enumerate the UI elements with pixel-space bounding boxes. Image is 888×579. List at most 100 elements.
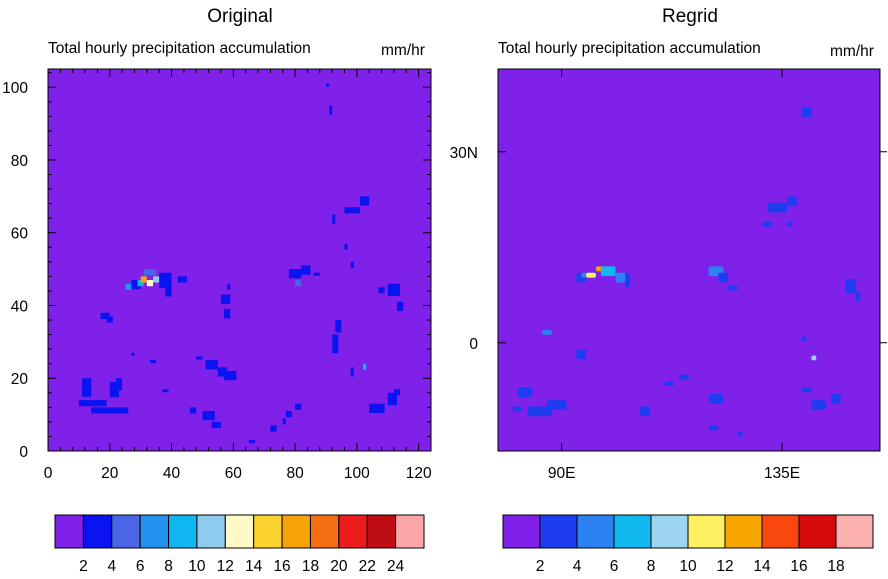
- right-colorbar-label-7: 16: [790, 558, 807, 575]
- left-precip-cell-29: [387, 283, 401, 297]
- left-colorbar-swatch-1: [82, 514, 113, 549]
- left-precip-cell-32: [335, 320, 342, 333]
- left-precip-cell-5: [131, 280, 141, 290]
- left-precip-cell-45: [190, 407, 197, 414]
- left-heatmap-panel: 0 20 40 60 80 100 120 0 20 40 60 80 100: [2, 68, 432, 482]
- left-colorbar-swatch-7: [253, 514, 283, 549]
- left-precip-cell-28: [350, 261, 354, 268]
- left-precip-cell-46: [248, 440, 255, 444]
- right-panel-subtitle: Total hourly precipitation accumulation: [498, 40, 761, 57]
- left-colorbar-swatch-2: [111, 514, 141, 549]
- right-precip-cell-31: [801, 107, 812, 117]
- right-colorbar-swatch-7: [761, 514, 800, 549]
- right-precip-cell-21: [831, 393, 841, 404]
- left-precip-cell-34: [363, 363, 367, 370]
- right-precip-cell-30: [737, 431, 743, 437]
- left-precip-cell-54: [325, 83, 330, 87]
- right-panel-title: Regrid: [662, 6, 718, 27]
- left-precip-cell-0: [78, 400, 107, 407]
- left-precip-cell-8: [146, 280, 154, 287]
- right-colorbar-label-5: 12: [716, 558, 733, 575]
- left-precip-cell-53: [131, 352, 135, 356]
- left-precip-cell-22: [313, 272, 320, 276]
- left-precip-cell-41: [224, 370, 237, 381]
- right-colorbar-swatch-9: [835, 514, 874, 549]
- right-precip-cell-6: [625, 272, 631, 288]
- right-colorbar-label-8: 18: [827, 558, 844, 575]
- left-colorbar-swatch-10: [338, 514, 368, 549]
- left-colorbar-swatch-8: [281, 514, 311, 549]
- right-precip-cell-17: [786, 196, 797, 207]
- left-precip-cell-6: [137, 280, 144, 287]
- right-colorbar-swatch-1: [539, 514, 578, 549]
- left-precip-cell-10: [159, 272, 172, 289]
- left-y-tick-label-4: 80: [11, 153, 29, 170]
- right-colorbar-label-1: 4: [573, 558, 582, 575]
- right-colorbar-swatch-5: [687, 514, 726, 549]
- right-precip-cell-11: [546, 400, 567, 410]
- right-field-background: [498, 69, 880, 451]
- left-precip-cell-26: [332, 214, 336, 224]
- left-precip-cell-44: [211, 421, 221, 429]
- right-precip-cell-22: [801, 387, 812, 393]
- right-colorbar-label-3: 8: [647, 558, 656, 575]
- left-precip-cell-18: [224, 309, 231, 319]
- left-colorbar: 2 4 6 8 10 12 14 16 18 20 22 24: [54, 514, 425, 575]
- left-panel-title: Original: [207, 6, 272, 27]
- left-precip-cell-1: [81, 378, 92, 397]
- right-precip-cell-10: [527, 406, 552, 417]
- left-precip-cell-52: [162, 389, 169, 393]
- left-y-tick-label-3: 60: [11, 226, 29, 243]
- left-colorbar-swatch-6: [224, 514, 255, 549]
- left-colorbar-label-8: 18: [302, 558, 319, 575]
- right-precip-cell-18: [845, 279, 856, 294]
- right-colorbar-label-0: 2: [536, 558, 545, 575]
- left-precip-cell-16: [106, 316, 113, 323]
- left-colorbar-swatch-11: [366, 514, 397, 549]
- left-precip-cell-4: [115, 378, 123, 391]
- right-x-tick-label-0: 90E: [548, 465, 576, 482]
- left-plot-frame: [47, 68, 432, 452]
- left-precip-cell-13: [177, 276, 187, 283]
- left-panel-subtitle: Total hourly precipitation accumulation: [48, 40, 311, 57]
- left-y-tick-label-5: 100: [2, 80, 28, 97]
- right-colorbar: 2 4 6 8 10 12 14 16 18: [502, 514, 874, 575]
- left-colorbar-label-6: 14: [245, 558, 263, 575]
- left-precip-cell-20: [288, 269, 302, 279]
- left-precip-cell-38: [393, 389, 401, 396]
- left-precip-cell-42: [196, 356, 203, 360]
- right-precip-cell-26: [679, 374, 689, 380]
- left-colorbar-label-3: 8: [164, 558, 173, 575]
- left-precip-cell-23: [295, 280, 302, 287]
- left-y-tick-label-2: 40: [11, 298, 29, 315]
- left-x-tick-label-1: 20: [101, 465, 119, 482]
- left-precip-cell-17: [220, 294, 231, 304]
- left-precip-cell-33: [332, 334, 339, 354]
- left-precip-cell-39: [205, 360, 218, 370]
- right-precip-cell-8: [576, 349, 587, 359]
- left-precip-cell-21: [301, 265, 311, 275]
- left-precip-cell-40: [217, 367, 228, 377]
- left-colorbar-label-10: 22: [359, 558, 376, 575]
- right-precip-cell-33: [786, 221, 792, 227]
- left-precip-cell-51: [149, 360, 157, 364]
- left-colorbar-label-2: 6: [136, 558, 145, 575]
- right-precip-cell-14: [718, 272, 729, 283]
- left-colorbar-label-4: 10: [188, 558, 206, 575]
- right-precip-cell-15: [728, 285, 738, 291]
- left-precip-cell-14: [165, 287, 172, 297]
- left-y-tick-label-0: 0: [19, 444, 28, 461]
- right-precip-cell-29: [708, 425, 719, 431]
- left-precip-cell-47: [270, 425, 277, 432]
- right-precip-cell-24: [708, 393, 724, 404]
- left-colorbar-swatch-0: [54, 514, 84, 549]
- left-precip-cell-50: [282, 418, 286, 425]
- left-precip-cell-31: [378, 287, 385, 294]
- left-precip-cell-7: [140, 276, 147, 283]
- right-precip-cell-20: [811, 400, 827, 410]
- right-precip-cell-4: [600, 266, 616, 277]
- left-colorbar-label-0: 2: [79, 558, 88, 575]
- left-precip-cell-30: [397, 301, 404, 312]
- right-precip-cell-5: [615, 272, 626, 283]
- right-precip-cell-12: [512, 406, 523, 412]
